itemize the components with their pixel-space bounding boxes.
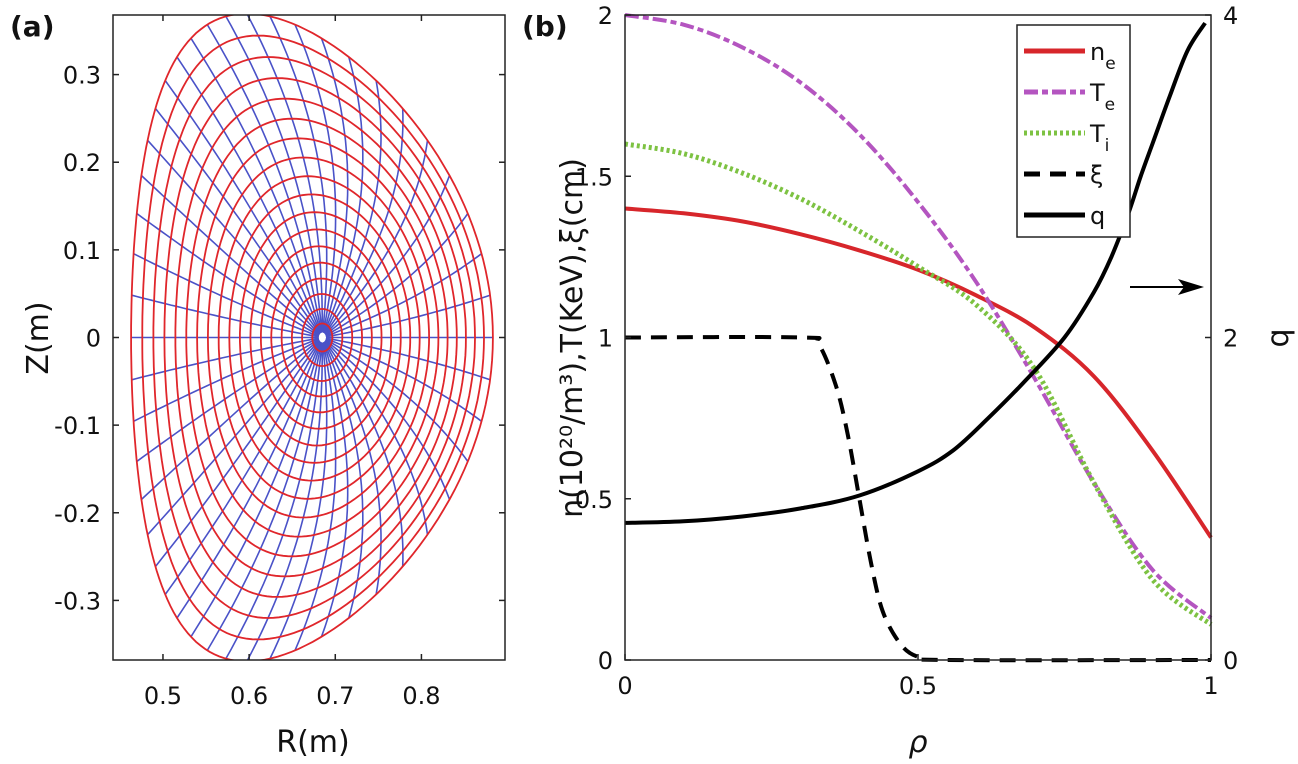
- poloidal-line: [246, 342, 324, 660]
- legend-subscript: i: [1105, 136, 1110, 156]
- flux-surface: [196, 137, 440, 538]
- poloidal-line: [269, 342, 328, 659]
- legend-label: Ti: [1089, 120, 1109, 156]
- poloidal-line: [320, 38, 349, 334]
- poloidal-line: [190, 37, 322, 334]
- x-tick-label: 0.5: [144, 682, 182, 710]
- legend-subscript: e: [1105, 95, 1115, 115]
- y-tick-label-right: 0: [1223, 647, 1238, 675]
- flux-surface: [206, 156, 431, 519]
- series-line-1: [624, 13, 1213, 620]
- panel-a-label: (a): [10, 10, 55, 43]
- poloidal-line: [246, 15, 324, 333]
- flux-surface: [249, 228, 392, 447]
- legend-name: q: [1090, 202, 1105, 230]
- y-tick-label: 1: [598, 325, 613, 353]
- series-line-3: [624, 335, 1212, 663]
- y-tick-label: 0: [598, 647, 613, 675]
- flux-surface: [270, 261, 373, 414]
- poloidal-line: [225, 16, 323, 333]
- flux-surface: [152, 56, 476, 619]
- poloidal-line: [294, 342, 337, 651]
- x-tick-label: 0.7: [316, 682, 354, 710]
- panel-a-xlabel: R(m): [276, 725, 349, 760]
- panel-b-ylabel: n(10²⁰/m³),T(KeV),ξ(cm): [555, 158, 590, 518]
- legend-subscript: e: [1105, 54, 1115, 74]
- legend-label: ne: [1090, 38, 1116, 74]
- series-line-0: [624, 206, 1213, 539]
- poloidal-line: [206, 24, 323, 333]
- flux-surface: [311, 322, 334, 353]
- poloidal-line: [176, 56, 322, 334]
- y-tick-label: 0.3: [63, 62, 101, 90]
- y-tick-label: -0.1: [54, 412, 101, 440]
- x-tick-label: 1: [1203, 672, 1218, 700]
- poloidal-line: [176, 341, 322, 619]
- flux-surface: [185, 117, 449, 558]
- legend-label: Te: [1089, 79, 1115, 115]
- y-tick-label: 0.5: [575, 486, 613, 514]
- flux-surface: [217, 175, 421, 500]
- poloidal-line: [206, 342, 323, 651]
- panel-a-ylabel: Z(m): [21, 301, 56, 374]
- arrow-right-icon: [1178, 279, 1204, 295]
- series-line-4: [624, 21, 1207, 525]
- flux-surface: [301, 308, 344, 367]
- poloidal-line: [269, 16, 328, 333]
- panel-b-ylabel-right: q: [1261, 328, 1296, 347]
- poloidal-line: [164, 341, 321, 595]
- panel-a: 0.5 0.6 0.7 0.8 -0.3 -0.2 -0.1 0 0.1 0.2 0.3: [54, 14, 506, 710]
- poloidal-line: [154, 340, 321, 567]
- y-tick-label-right: 2: [1223, 325, 1238, 353]
- x-tick-label: 0: [617, 672, 632, 700]
- y-tick-label: -0.2: [54, 500, 101, 528]
- flux-surface: [141, 34, 485, 641]
- panel-b-xlabel: ρ: [908, 725, 927, 760]
- flux-surface: [239, 211, 402, 464]
- flux-surface: [280, 277, 363, 398]
- poloidal-line: [225, 342, 323, 659]
- poloidal-line: [320, 341, 349, 637]
- legend-name: ξ: [1090, 161, 1103, 189]
- y-tick-label: 2: [598, 2, 613, 30]
- x-tick-label: 0.5: [899, 672, 937, 700]
- legend-name: n: [1090, 38, 1105, 66]
- legend-name: T: [1089, 79, 1105, 107]
- legend-label: ξ: [1090, 161, 1103, 189]
- x-tick-label: 0.8: [402, 682, 440, 710]
- y-tick-label: -0.3: [54, 587, 101, 615]
- y-tick-label: 0.1: [63, 237, 101, 265]
- x-tick-label: 0.6: [230, 682, 268, 710]
- poloidal-line: [294, 24, 337, 333]
- panel-b-label: (b): [522, 10, 568, 43]
- flux-surface: [291, 293, 354, 382]
- poloidal-line: [190, 341, 322, 638]
- flux-surface: [228, 193, 412, 482]
- grid-lines: [130, 15, 494, 660]
- flux-surface: [130, 15, 494, 660]
- series-line-2: [624, 141, 1213, 627]
- flux-surface: [163, 77, 467, 598]
- y-tick-label-right: 4: [1223, 2, 1238, 30]
- poloidal-line: [164, 80, 321, 334]
- flux-surface: [260, 245, 383, 430]
- poloidal-line: [154, 108, 321, 335]
- y-tick-label: 0.2: [63, 149, 101, 177]
- y-tick-label: 1.5: [575, 163, 613, 191]
- legend-label: q: [1090, 202, 1105, 230]
- flux-surface: [174, 97, 458, 578]
- y-tick-label: 0: [86, 325, 101, 353]
- legend-name: T: [1089, 120, 1105, 148]
